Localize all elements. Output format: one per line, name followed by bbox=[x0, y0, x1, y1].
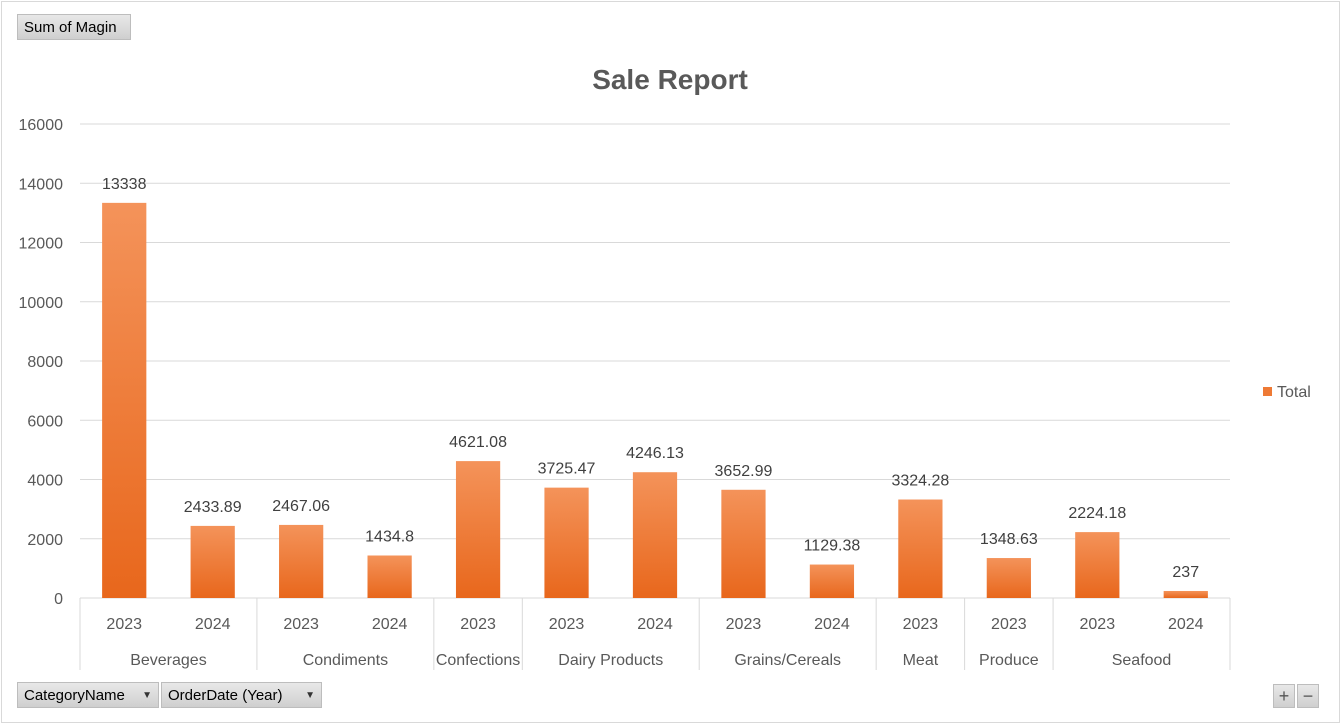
y-tick-label: 12000 bbox=[19, 236, 64, 253]
data-label: 1348.63 bbox=[980, 531, 1038, 548]
data-label: 4246.13 bbox=[626, 445, 684, 462]
data-label: 2467.06 bbox=[272, 498, 330, 515]
x-tick-label: 2023 bbox=[549, 616, 585, 633]
bar bbox=[102, 203, 146, 598]
data-label: 13338 bbox=[102, 176, 147, 193]
bar bbox=[544, 488, 588, 598]
chart-title: Sale Report bbox=[592, 64, 748, 95]
category-label: Produce bbox=[979, 652, 1039, 669]
bar bbox=[279, 525, 323, 598]
bar bbox=[1164, 591, 1208, 598]
x-tick-label: 2024 bbox=[372, 616, 408, 633]
data-label: 3652.99 bbox=[715, 463, 773, 480]
expand-field-button[interactable]: + bbox=[1273, 684, 1295, 708]
data-label: 2224.18 bbox=[1068, 505, 1126, 522]
x-tick-label: 2023 bbox=[106, 616, 142, 633]
x-tick-label: 2023 bbox=[903, 616, 939, 633]
legend-entry-total: Total bbox=[1277, 384, 1311, 401]
y-axis-ticks: 0 2000 4000 6000 8000 10000 12000 14000 16000 bbox=[19, 117, 64, 608]
x-tick-label: 2023 bbox=[283, 616, 319, 633]
bar bbox=[987, 558, 1031, 598]
x-tick-label: 2023 bbox=[1080, 616, 1116, 633]
category-label: Condiments bbox=[303, 652, 388, 669]
order-date-filter-button[interactable]: OrderDate (Year) ▼ bbox=[161, 682, 322, 708]
category-label: Meat bbox=[903, 652, 939, 669]
y-tick-label: 16000 bbox=[19, 117, 64, 134]
y-tick-label: 2000 bbox=[27, 532, 63, 549]
x-tick-label: 2023 bbox=[460, 616, 496, 633]
y-tick-label: 6000 bbox=[27, 413, 63, 430]
data-label: 3725.47 bbox=[538, 461, 596, 478]
data-label: 4621.08 bbox=[449, 434, 507, 451]
category-name-filter-button[interactable]: CategoryName ▼ bbox=[17, 682, 159, 708]
x-tick-label: 2024 bbox=[195, 616, 231, 633]
x-tick-label: 2023 bbox=[726, 616, 762, 633]
bar bbox=[810, 565, 854, 598]
data-label: 1434.8 bbox=[365, 528, 414, 545]
y-tick-label: 14000 bbox=[19, 176, 64, 193]
y-tick-label: 0 bbox=[54, 591, 63, 608]
bar bbox=[456, 461, 500, 598]
category-label: Grains/Cereals bbox=[734, 652, 841, 669]
legend: Total bbox=[1263, 384, 1311, 401]
category-label: Beverages bbox=[130, 652, 207, 669]
x-tick-label: 2024 bbox=[1168, 616, 1204, 633]
bar bbox=[633, 472, 677, 598]
minus-icon: − bbox=[1303, 686, 1314, 707]
y-tick-label: 8000 bbox=[27, 354, 63, 371]
plus-icon: + bbox=[1279, 686, 1290, 707]
bar bbox=[898, 500, 942, 598]
data-label: 1129.38 bbox=[804, 538, 861, 555]
x-tick-label: 2023 bbox=[991, 616, 1027, 633]
y-tick-label: 10000 bbox=[19, 295, 64, 312]
dropdown-arrow-icon: ▼ bbox=[295, 690, 315, 701]
data-label: 2433.89 bbox=[184, 499, 242, 516]
collapse-field-button[interactable]: − bbox=[1297, 684, 1319, 708]
bar bbox=[1075, 532, 1119, 598]
x-tick-label: 2024 bbox=[814, 616, 850, 633]
x-tick-label: 2024 bbox=[637, 616, 673, 633]
category-label: Dairy Products bbox=[558, 652, 663, 669]
category-label: Seafood bbox=[1112, 652, 1172, 669]
order-date-filter-label: OrderDate (Year) bbox=[168, 687, 283, 704]
category-name-filter-label: CategoryName bbox=[24, 687, 125, 704]
category-label: Confections bbox=[436, 652, 521, 669]
legend-swatch bbox=[1263, 387, 1272, 396]
bar bbox=[368, 555, 412, 598]
x-axis: 2023 2024 Beverages 2023 2024 Condiments 2023 C… bbox=[80, 598, 1230, 670]
bar bbox=[191, 526, 235, 598]
y-tick-label: 4000 bbox=[27, 473, 63, 490]
bar bbox=[721, 490, 765, 598]
data-label: 3324.28 bbox=[891, 473, 949, 490]
dropdown-arrow-icon: ▼ bbox=[132, 690, 152, 701]
data-label: 237 bbox=[1172, 564, 1199, 581]
